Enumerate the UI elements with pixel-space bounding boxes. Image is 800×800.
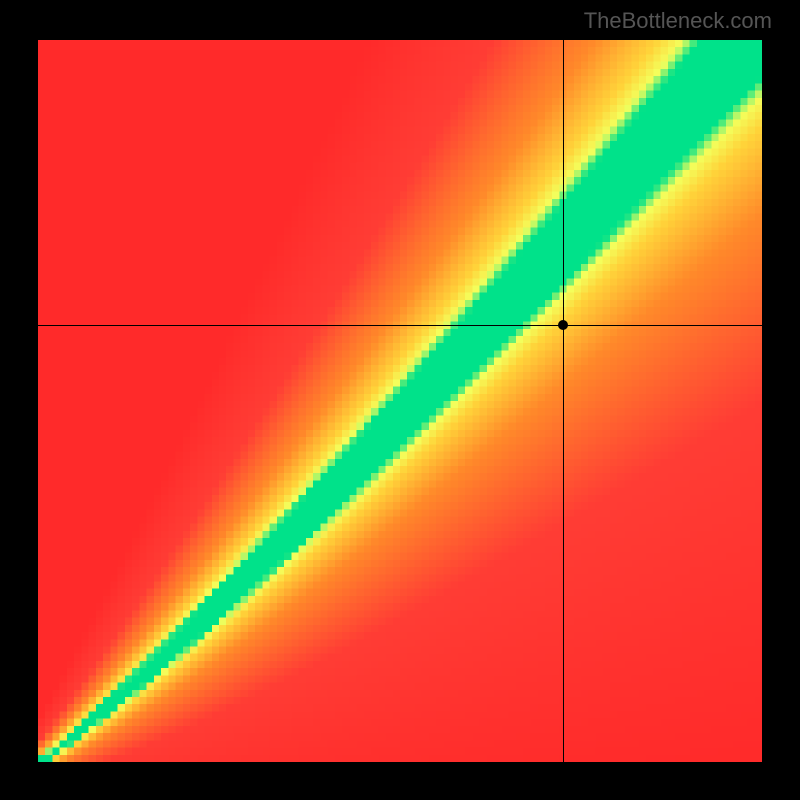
heatmap-plot	[38, 40, 762, 762]
crosshair-horizontal	[38, 325, 762, 326]
watermark-text: TheBottleneck.com	[584, 8, 772, 34]
crosshair-vertical	[563, 40, 564, 762]
crosshair-marker	[558, 320, 568, 330]
heatmap-canvas	[38, 40, 762, 762]
